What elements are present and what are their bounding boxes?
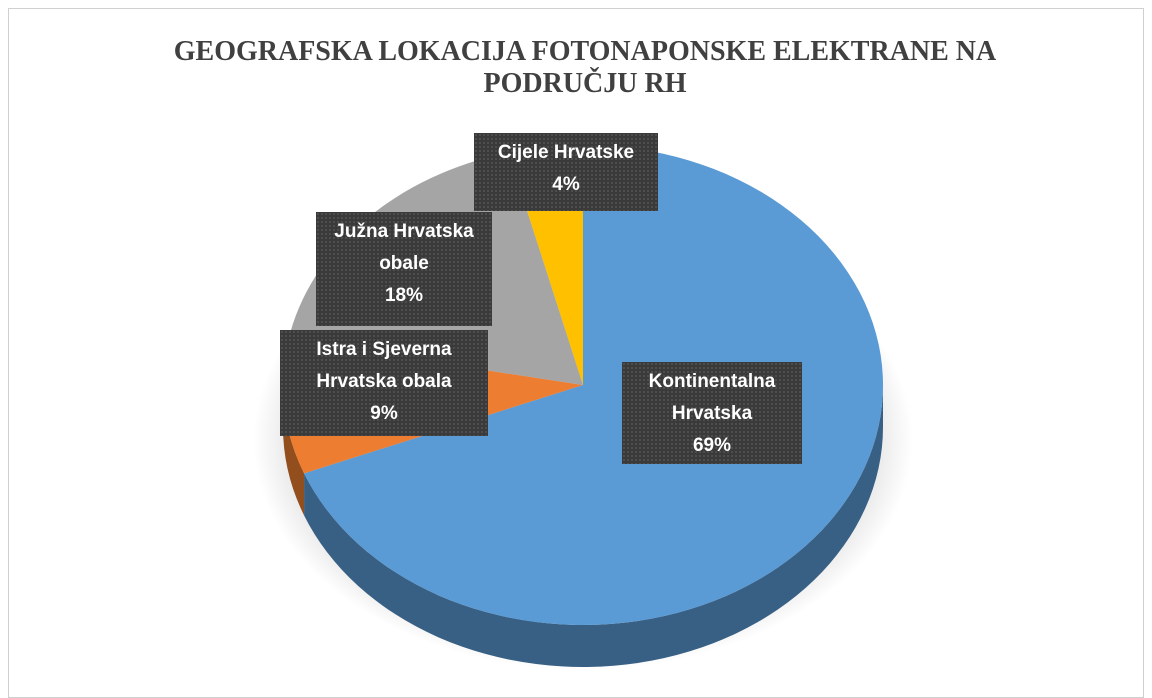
data-label: Kontinentalna Hrvatska 69% — [622, 362, 802, 464]
data-label: Cijele Hrvatske 4% — [474, 133, 658, 211]
label-value: 4% — [552, 174, 580, 195]
label-category: Južna Hrvatska obale — [334, 221, 474, 274]
data-label: Istra i Sjeverna Hrvatska obala 9% — [280, 330, 488, 436]
label-value: 69% — [692, 435, 732, 456]
label-category: Kontinentalna Hrvatska — [648, 371, 776, 424]
label-category: Cijele Hrvatske — [497, 142, 635, 163]
chart-title: GEOGRAFSKA LOKACIJA FOTONAPONSKE ELEKTRA… — [173, 36, 997, 99]
label-value: 18% — [384, 285, 424, 306]
slice-side — [304, 385, 884, 668]
label-value: 9% — [370, 403, 398, 424]
data-label: Južna Hrvatska obale 18% — [316, 212, 492, 326]
slice — [304, 145, 884, 625]
label-category: Istra i Sjeverna Hrvatska obala — [316, 339, 452, 392]
slice-side — [283, 385, 305, 516]
